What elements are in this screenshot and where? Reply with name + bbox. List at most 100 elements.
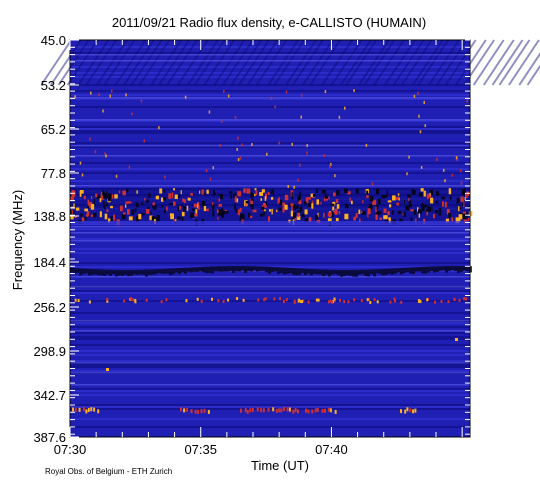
- absorption-segment: [328, 269, 331, 277]
- burst-speck: [282, 206, 285, 213]
- absorption-segment: [280, 267, 283, 274]
- burst-speck: [460, 196, 464, 202]
- burst-speck: [405, 205, 410, 211]
- burst-speck: [166, 206, 168, 211]
- sparkle: [287, 185, 289, 189]
- sparkle: [74, 298, 77, 302]
- texture-streak: [103, 39, 136, 86]
- burst-speck: [93, 198, 96, 205]
- burst-speck: [301, 213, 305, 218]
- sparkle: [464, 197, 467, 201]
- texture-streak: [373, 39, 405, 86]
- burst-speck: [427, 205, 429, 211]
- absorption-segment: [313, 269, 316, 274]
- sparkle: [451, 173, 454, 177]
- absorption-segment: [199, 266, 202, 272]
- burst-speck: [85, 214, 89, 217]
- texture-streak: [411, 39, 444, 86]
- interference-line: [70, 97, 470, 99]
- texture-streak: [285, 39, 317, 86]
- burst-speck: [270, 189, 274, 195]
- sparkle: [393, 297, 396, 301]
- absorption-segment: [463, 266, 466, 271]
- burst-speck: [421, 203, 424, 208]
- absorption-segment: [292, 268, 295, 275]
- burst-speck: [334, 409, 337, 414]
- burst-speck: [74, 408, 77, 413]
- texture-streak: [444, 39, 477, 86]
- absorption-segment: [397, 268, 400, 273]
- sparkle: [89, 137, 91, 141]
- sparkle: [426, 298, 429, 302]
- texture-streak: [363, 39, 396, 86]
- burst-speck: [70, 196, 74, 202]
- burst-speck: [126, 188, 129, 193]
- burst-speck: [197, 409, 200, 414]
- burst-speck: [338, 211, 341, 215]
- burst-speck: [418, 192, 423, 197]
- sparkle: [323, 153, 326, 157]
- burst-speck: [260, 198, 263, 201]
- burst-speck: [262, 408, 265, 413]
- burst-speck: [408, 199, 411, 205]
- burst-speck: [252, 209, 257, 213]
- absorption-segment: [79, 268, 82, 276]
- sparkle: [408, 155, 410, 159]
- absorption-segment: [202, 266, 205, 273]
- texture-streak: [150, 39, 183, 86]
- absorption-segment: [238, 266, 241, 272]
- absorption-segment: [304, 268, 307, 275]
- burst-speck: [271, 208, 273, 215]
- burst-speck: [359, 218, 361, 223]
- burst-speck: [333, 210, 337, 214]
- burst-speck: [250, 198, 253, 205]
- y-tick-label: 53.2: [41, 78, 66, 93]
- burst-speck: [353, 216, 356, 221]
- burst-speck: [223, 210, 226, 214]
- burst-speck: [181, 216, 184, 222]
- burst-speck: [331, 203, 335, 206]
- sparkle: [237, 158, 240, 162]
- burst-speck: [237, 209, 240, 216]
- absorption-segment: [343, 269, 346, 277]
- burst-speck: [244, 408, 247, 413]
- burst-speck: [267, 192, 270, 195]
- texture-streak: [267, 39, 299, 86]
- burst-speck: [190, 409, 193, 414]
- burst-speck: [90, 214, 94, 217]
- texture-streak: [330, 39, 363, 86]
- absorption-segment: [118, 269, 121, 276]
- burst-speck: [251, 407, 254, 412]
- y-tick-label: 77.8: [41, 166, 66, 181]
- burst-speck: [404, 409, 407, 414]
- burst-speck: [71, 209, 73, 216]
- spectrum-row: [70, 286, 470, 288]
- burst-speck: [246, 409, 249, 414]
- burst-speck: [375, 206, 377, 213]
- burst-speck: [106, 202, 108, 207]
- burst-speck: [308, 217, 312, 222]
- burst-speck: [456, 198, 460, 204]
- burst-speck: [87, 203, 91, 209]
- spectrum-row: [70, 180, 470, 182]
- texture-streak: [123, 39, 155, 86]
- burst-speck: [217, 216, 219, 220]
- texture-streak: [428, 39, 460, 86]
- sparkle: [417, 91, 419, 95]
- absorption-segment: [196, 267, 199, 273]
- sparkle: [339, 299, 342, 303]
- texture-streak: [230, 39, 263, 86]
- burst-speck: [291, 192, 293, 196]
- burst-speck: [308, 197, 311, 200]
- burst-speck: [260, 213, 263, 217]
- burst-speck: [206, 189, 209, 194]
- absorption-segment: [415, 267, 418, 272]
- burst-speck: [296, 409, 299, 414]
- burst-speck: [194, 409, 197, 414]
- burst-speck: [449, 196, 452, 199]
- burst-speck: [317, 212, 319, 217]
- sparkle: [251, 143, 253, 147]
- sparkle: [365, 143, 368, 147]
- burst-speck: [156, 195, 160, 200]
